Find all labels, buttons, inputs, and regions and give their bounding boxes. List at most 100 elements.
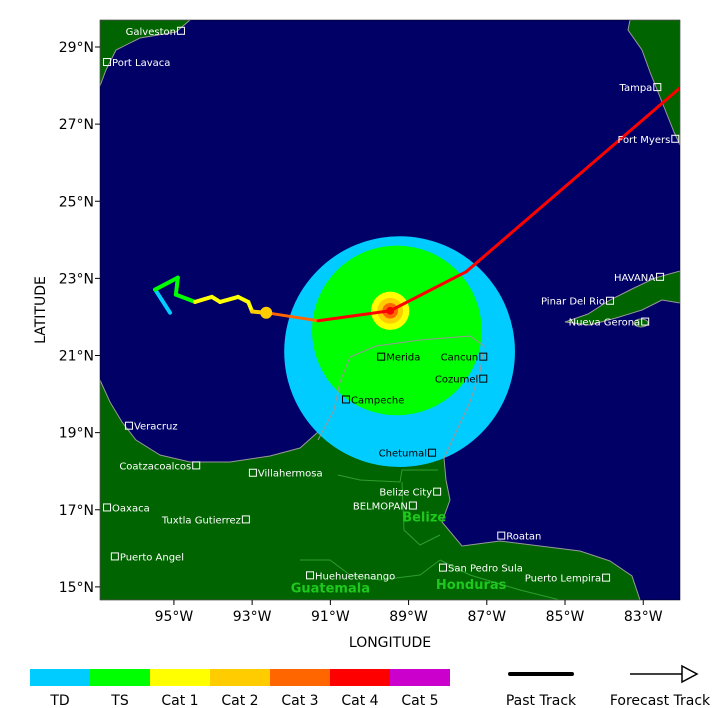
city-galveston: Galveston: [126, 27, 185, 38]
city-marker-icon: [192, 461, 201, 470]
forecast-track-segment: [264, 311, 320, 323]
city-label: Tuxtla Gutierrez: [161, 515, 241, 526]
past-track-label: Past Track: [506, 693, 577, 708]
city-label: Belize City: [379, 488, 432, 499]
x-tick-label: 83°W: [624, 609, 663, 625]
legend-label: Cat 5: [401, 693, 438, 708]
city-label: Veracruz: [134, 422, 178, 433]
forecast-track-label: Forecast Track: [610, 693, 711, 708]
city-marker-icon: [671, 134, 680, 143]
city-marker-icon: [438, 563, 447, 572]
city-label: Cozumel: [435, 375, 478, 386]
legend-swatch-cat-4: [330, 669, 390, 686]
city-cozumel: Cozumel: [435, 374, 488, 386]
x-tick-label: 87°W: [467, 609, 506, 625]
map-area[interactable]: Galveston Port Lavaca Tampa Fort Myers HAVAN…: [100, 20, 680, 600]
city-marker-icon: [641, 317, 650, 326]
city-label: Port Lavaca: [112, 58, 170, 69]
city-label: Puerto Lempira: [525, 574, 601, 585]
past-track-segment: [173, 292, 198, 304]
city-san-pedro-sula: San Pedro Sula: [438, 563, 523, 575]
legend-swatch-td: [30, 669, 90, 686]
city-marker-icon: [103, 503, 112, 512]
borders: [300, 469, 561, 600]
city-marker-icon: [103, 58, 112, 67]
city-campeche: Campeche: [342, 395, 404, 406]
wind-fields: [284, 236, 515, 468]
country-label-honduras: Honduras: [436, 578, 507, 593]
city-label: Nueva Gerona: [569, 318, 641, 329]
x-tick-label: 89°W: [389, 609, 428, 625]
past-track-segment: [218, 294, 241, 304]
legend-label: Cat 1: [161, 693, 198, 708]
city-label: Roatan: [506, 532, 541, 543]
cities: Galveston Port Lavaca Tampa Fort Myers HAVAN…: [103, 27, 680, 585]
city-marker-icon: [602, 573, 611, 582]
map-frame: [99, 19, 681, 601]
city-marker-icon: [176, 26, 185, 35]
city-belize-city: Belize City: [379, 487, 442, 499]
city-label: Merida: [386, 353, 420, 364]
city-label: Cancun: [441, 353, 479, 364]
city-marker-icon: [653, 83, 662, 92]
forecast-track-arrow-icon: [630, 664, 699, 684]
city-huehuetenango: Huehuetenango: [306, 571, 395, 582]
city-label: Oaxaca: [112, 503, 150, 514]
y-tick-label: 23°N: [59, 271, 94, 287]
y-tick-label: 15°N: [59, 580, 94, 596]
city-marker-icon: [248, 468, 257, 477]
legend-label: TS: [110, 693, 129, 708]
city-marker-icon: [497, 531, 506, 540]
city-label: Huehuetenango: [315, 571, 395, 582]
city-label: HAVANA: [614, 273, 655, 284]
x-tick-label: 85°W: [546, 609, 585, 625]
city-marker-icon: [656, 272, 665, 281]
city-marker-icon: [408, 501, 417, 510]
city-marker-icon: [110, 552, 119, 561]
tracks: [153, 86, 680, 323]
city-merida: Merida: [377, 352, 420, 364]
city-label: Tampa: [619, 83, 653, 94]
city-label: Galveston: [126, 27, 176, 38]
legend: Past Track Forecast Track TD TS Cat 1 Cat 2…: [30, 664, 711, 708]
legend-label: Cat 4: [341, 693, 378, 708]
past-track-segment: [153, 275, 180, 292]
city-villahermosa: Villahermosa: [248, 468, 323, 480]
y-tick-label: 25°N: [59, 194, 94, 210]
city-veracruz: Veracruz: [124, 421, 178, 433]
city-puerto-lempira: Puerto Lempira: [525, 573, 611, 585]
city-marker-icon: [605, 296, 614, 305]
countries: Belize Guatemala Honduras: [291, 510, 507, 596]
city-marker-icon: [306, 571, 315, 580]
y-axis-ticks: 29°N 27°N 25°N 23°N 21°N 19°N 17°N 15°N: [59, 40, 100, 596]
y-axis-title: LATITUDE: [33, 276, 49, 344]
city-pinar-del-rio: Pinar Del Rio: [541, 296, 614, 308]
x-tick-label: 91°W: [311, 609, 350, 625]
city-label: BELMOPAN: [353, 502, 408, 513]
y-tick-label: 19°N: [59, 426, 94, 442]
legend-swatch-ts: [90, 669, 150, 686]
x-tick-label: 93°W: [233, 609, 272, 625]
legend-label: Cat 3: [281, 693, 318, 708]
city-tampa: Tampa: [619, 83, 662, 94]
city-label: Fort Myers: [618, 135, 671, 146]
city-port-lavaca: Port Lavaca: [103, 58, 170, 69]
x-axis-title: LONGITUDE: [349, 635, 431, 651]
city-label: Puerto Angel: [120, 552, 184, 563]
x-tick-label: 95°W: [155, 609, 194, 625]
past-track-segment: [173, 275, 180, 297]
city-marker-icon: [479, 374, 488, 383]
past-track-segment: [193, 294, 214, 304]
city-label: San Pedro Sula: [448, 564, 523, 575]
country-label-belize: Belize: [402, 510, 446, 525]
y-tick-label: 29°N: [59, 40, 94, 56]
current-position-marker[interactable]: [260, 306, 273, 319]
city-label: Coatzacoalcos: [119, 461, 191, 472]
city-marker-icon: [377, 352, 386, 361]
legend-label: Cat 2: [221, 693, 258, 708]
legend-swatch-cat-2: [210, 669, 270, 686]
x-axis-ticks: 95°W 93°W 91°W 89°W 87°W 85°W 83°W: [155, 600, 663, 625]
city-coatzacoalcos: Coatzacoalcos: [119, 461, 201, 472]
city-roatan: Roatan: [497, 531, 541, 543]
